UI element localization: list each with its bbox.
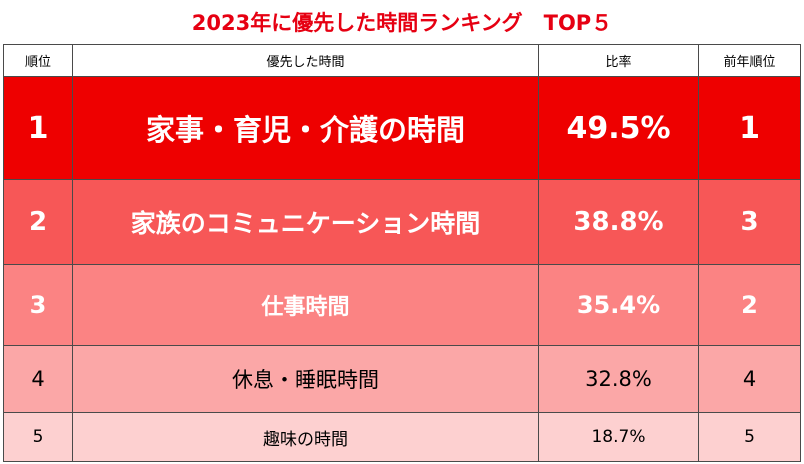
header-rate: 比率: [538, 44, 699, 77]
table-row-5: 5 趣味の時間 18.7% 5: [3, 412, 801, 462]
rank-cell: 4: [3, 345, 73, 413]
rate-cell: 32.8%: [538, 345, 699, 413]
table-row-4: 4 休息・睡眠時間 32.8% 4: [3, 345, 801, 413]
header-prev-rank: 前年順位: [698, 44, 801, 77]
prev-rank-cell: 2: [698, 264, 801, 346]
item-cell: 仕事時間: [72, 264, 539, 346]
item-cell: 休息・睡眠時間: [72, 345, 539, 413]
prev-rank-cell: 1: [698, 76, 801, 180]
table-row-2: 2 家族のコミュニケーション時間 38.8% 3: [3, 179, 801, 265]
header-item: 優先した時間: [72, 44, 539, 77]
item-cell: 家事・育児・介護の時間: [72, 76, 539, 180]
rate-cell: 35.4%: [538, 264, 699, 346]
table-row-1: 1 家事・育児・介護の時間 49.5% 1: [3, 76, 801, 180]
header-row: 順位 優先した時間 比率 前年順位: [3, 44, 801, 77]
rank-cell: 5: [3, 412, 73, 462]
chart-title: 2023年に優先した時間ランキング TOP５: [191, 11, 613, 35]
rank-cell: 1: [3, 76, 73, 180]
rate-cell: 38.8%: [538, 179, 699, 265]
prev-rank-cell: 3: [698, 179, 801, 265]
item-cell: 家族のコミュニケーション時間: [72, 179, 539, 265]
rate-cell: 18.7%: [538, 412, 699, 462]
rank-cell: 2: [3, 179, 73, 265]
item-cell: 趣味の時間: [72, 412, 539, 462]
ranking-table: 順位 優先した時間 比率 前年順位 1 家事・育児・介護の時間 49.5% 1 …: [3, 44, 801, 462]
rate-cell: 49.5%: [538, 76, 699, 180]
header-rank: 順位: [3, 44, 73, 77]
rank-cell: 3: [3, 264, 73, 346]
prev-rank-cell: 4: [698, 345, 801, 413]
prev-rank-cell: 5: [698, 412, 801, 462]
table-row-3: 3 仕事時間 35.4% 2: [3, 264, 801, 346]
